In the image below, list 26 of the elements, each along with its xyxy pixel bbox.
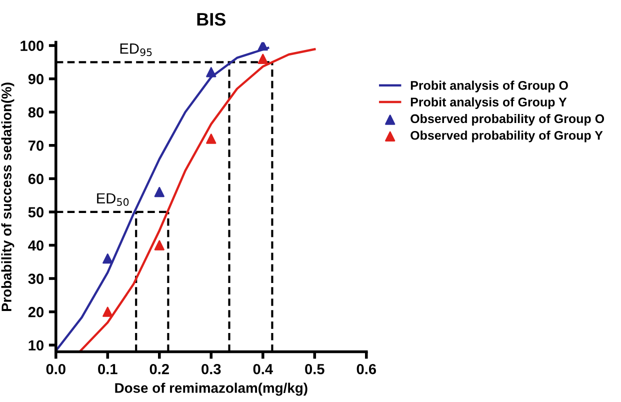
- legend-label: Observed probability of Group O: [410, 114, 604, 126]
- x-tick-label: 0.1: [98, 364, 118, 374]
- x-tick-label: 0.2: [150, 364, 169, 374]
- chart-title: BIS: [197, 12, 226, 26]
- y-tick-label: 20: [28, 306, 44, 318]
- annotation: ED$_{95}$: [120, 44, 152, 56]
- y-tick-label: 30: [28, 274, 44, 284]
- y-axis-title: Probability of success sedation(%): [1, 82, 14, 312]
- legend-label: Probit analysis of Group O: [410, 80, 568, 92]
- y-tick-label: 80: [28, 107, 44, 118]
- y-tick-label: 50: [28, 207, 44, 218]
- x-axis-title: Dose of remimazolam(mg/kg): [115, 382, 308, 396]
- x-tick-label: 0.6: [356, 364, 376, 374]
- y-tick-label: 10: [28, 340, 44, 351]
- x-tick-label: 0.0: [46, 364, 66, 374]
- legend-label: Observed probability of Group Y: [410, 130, 603, 142]
- y-tick-label: 60: [28, 174, 44, 184]
- y-tick-label: 100: [20, 40, 44, 51]
- annotation: ED$_{50}$: [97, 193, 129, 206]
- y-tick-label: 40: [28, 240, 44, 251]
- x-tick-label: 0.4: [253, 364, 273, 374]
- x-tick-label: 0.5: [305, 364, 324, 374]
- x-tick-label: 0.3: [202, 364, 221, 374]
- y-tick-label: 90: [28, 74, 44, 84]
- y-tick-label: 70: [28, 140, 44, 151]
- legend-label: Probit analysis of Group Y: [410, 97, 567, 109]
